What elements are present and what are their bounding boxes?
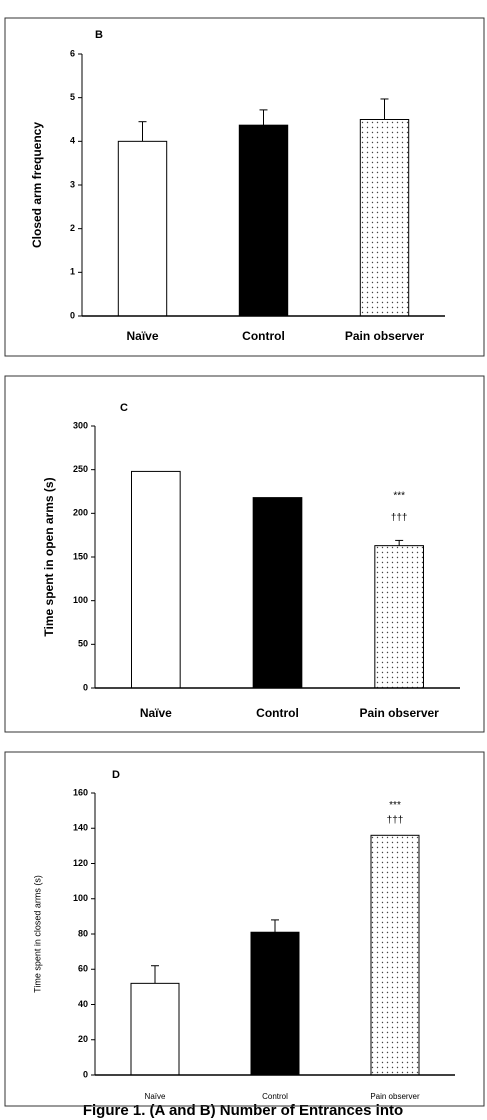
y-tick-label: 40 (78, 999, 88, 1009)
significance-mark: *** (389, 800, 401, 811)
y-tick-label: 300 (73, 420, 88, 430)
y-axis-label: Closed arm frequency (30, 122, 44, 248)
panel-frame (4, 751, 485, 1107)
panel-title: C (120, 402, 128, 414)
bar (130, 982, 180, 1076)
x-tick-label: Control (242, 329, 285, 343)
y-tick-label: 5 (70, 92, 75, 102)
bar (131, 470, 181, 689)
x-tick-label: Pain observer (359, 706, 439, 720)
y-tick-label: 100 (73, 595, 88, 605)
y-tick-label: 0 (83, 1069, 88, 1079)
panel-title: B (95, 29, 103, 41)
y-tick-label: 4 (70, 136, 75, 146)
panel-frame (4, 375, 485, 733)
x-tick-label: Control (256, 706, 299, 720)
bar (374, 545, 425, 689)
y-axis-label: Time spent in closed arms (s) (32, 875, 42, 993)
panel: B Closed arm frequency 0 1 2 3 4 5 6 Naïve Control… (4, 17, 485, 357)
x-tick-label: Naïve (140, 706, 172, 720)
y-tick-label: 100 (73, 893, 88, 903)
bar (117, 140, 168, 317)
y-tick-label: 0 (83, 682, 88, 692)
y-tick-label: 120 (73, 858, 88, 868)
y-axis-label: Time spent in open arms (s) (42, 477, 56, 636)
y-tick-label: 1 (70, 267, 75, 277)
y-tick-label: 140 (73, 823, 88, 833)
y-tick-label: 50 (78, 639, 88, 649)
y-tick-label: 150 (73, 551, 88, 561)
bar (252, 497, 303, 689)
bar (370, 834, 420, 1076)
y-tick-label: 60 (78, 964, 88, 974)
panel-title: D (112, 769, 120, 781)
y-tick-label: 2 (70, 223, 75, 233)
panel-frame (4, 17, 485, 357)
bar (250, 931, 300, 1076)
significance-mark: ††† (387, 815, 404, 826)
x-tick-label: Pain observer (345, 329, 425, 343)
y-tick-label: 200 (73, 508, 88, 518)
y-tick-label: 20 (78, 1034, 88, 1044)
y-tick-label: 80 (78, 928, 88, 938)
y-tick-label: 6 (70, 48, 75, 58)
y-tick-label: 250 (73, 464, 88, 474)
y-tick-label: 160 (73, 787, 88, 797)
x-tick-label: Control (262, 1092, 288, 1101)
bar (238, 124, 289, 317)
y-tick-label: 0 (70, 310, 75, 320)
panel: D Time spent in closed arms (s) 0 20 40 60 80 1… (4, 751, 485, 1107)
significance-mark: ††† (391, 512, 408, 523)
panel: C Time spent in open arms (s) 0 50 100 150 200… (4, 375, 485, 733)
x-tick-label: Naïve (145, 1092, 166, 1101)
caption: Figure 1. (A and B) Number of Entrances … (83, 1102, 403, 1119)
y-tick-label: 3 (70, 179, 75, 189)
x-tick-label: Naïve (126, 329, 158, 343)
x-tick-label: Pain observer (370, 1092, 420, 1101)
bar (359, 119, 410, 317)
significance-mark: *** (393, 490, 405, 501)
